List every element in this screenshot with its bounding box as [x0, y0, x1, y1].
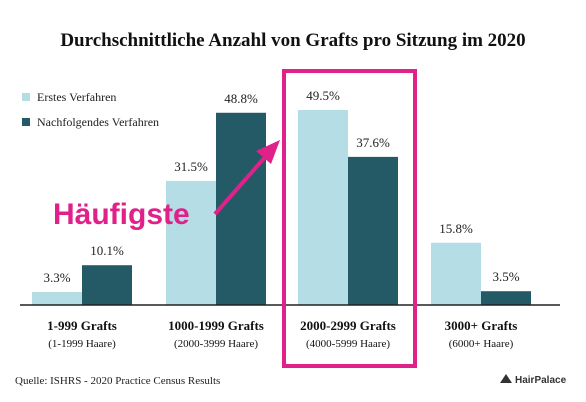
value-label-subsequent-0: 10.1%	[90, 243, 124, 258]
value-label-subsequent-3: 3.5%	[492, 269, 519, 284]
category-sublabel-1: (2000-3999 Haare)	[174, 338, 258, 350]
bar-first-2	[298, 110, 348, 305]
bar-first-3	[431, 242, 481, 305]
category-sublabel-0: (1-1999 Haare)	[48, 338, 116, 350]
category-sublabel-2: (4000-5999 Haare)	[306, 338, 390, 350]
category-label-3: 3000+ Grafts	[445, 318, 518, 333]
source-text: Quelle: ISHRS - 2020 Practice Census Res…	[15, 375, 220, 387]
arrow-head	[256, 140, 280, 164]
arrow-line	[213, 154, 268, 216]
bar-subsequent-2	[348, 156, 398, 305]
bar-subsequent-3	[481, 291, 531, 305]
brand-name: HairPalace	[515, 375, 567, 386]
brand-logo-icon	[500, 374, 512, 383]
category-sublabel-3: (6000+ Haare)	[449, 338, 514, 350]
brand-logo: HairPalace	[500, 374, 567, 386]
bars-group	[32, 110, 531, 306]
chart-title: Durchschnittliche Anzahl von Grafts pro …	[60, 30, 525, 51]
legend-label-subsequent: Nachfolgendes Verfahren	[37, 115, 159, 129]
bar-first-0	[32, 292, 82, 305]
value-label-first-0: 3.3%	[43, 270, 70, 285]
category-labels-group: 1-999 Grafts (1-1999 Haare) 1000-1999 Graf…	[47, 318, 517, 350]
legend-swatch-first	[22, 93, 30, 101]
value-labels-group: 3.3% 10.1% 31.5% 48.8% 49.5% 37.6% 15.8% 3.5%	[43, 88, 519, 285]
highlight-box	[282, 69, 417, 368]
category-label-0: 1-999 Grafts	[47, 318, 117, 333]
bar-subsequent-0	[82, 265, 132, 305]
value-label-subsequent-1: 48.8%	[224, 91, 258, 106]
legend-label-first: Erstes Verfahren	[37, 90, 116, 104]
value-label-first-1: 31.5%	[174, 159, 208, 174]
value-label-subsequent-2: 37.6%	[356, 135, 390, 150]
value-label-first-2: 49.5%	[306, 88, 340, 103]
annotation-text: Häufigste	[53, 198, 190, 231]
legend: Erstes Verfahren Nachfolgendes Verfahren	[22, 90, 159, 129]
value-label-first-3: 15.8%	[439, 221, 473, 236]
legend-swatch-subsequent	[22, 118, 30, 126]
bar-subsequent-1	[216, 112, 266, 306]
category-label-1: 1000-1999 Grafts	[168, 318, 264, 333]
annotation-arrow	[213, 140, 280, 216]
bar-first-1	[166, 180, 216, 305]
category-label-2: 2000-2999 Grafts	[300, 318, 396, 333]
